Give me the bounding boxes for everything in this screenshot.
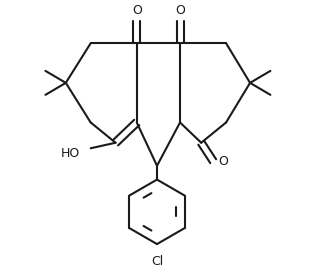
Text: Cl: Cl bbox=[151, 255, 163, 268]
Text: HO: HO bbox=[60, 147, 80, 160]
Text: O: O bbox=[175, 4, 185, 17]
Text: O: O bbox=[132, 4, 142, 17]
Text: O: O bbox=[219, 155, 229, 168]
